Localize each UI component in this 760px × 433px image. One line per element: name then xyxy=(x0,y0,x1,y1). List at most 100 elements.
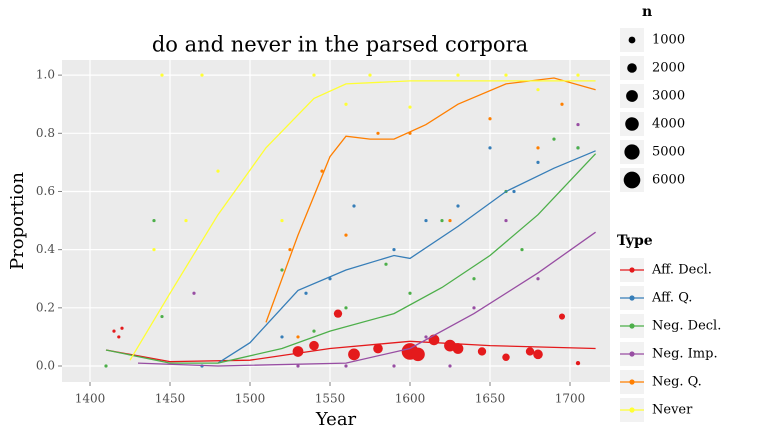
x-tick-label: 1400 xyxy=(75,392,106,406)
point xyxy=(552,137,556,141)
size-legend-label: 5000 xyxy=(652,145,685,160)
x-tick-label: 1700 xyxy=(555,392,586,406)
point xyxy=(368,73,372,77)
point xyxy=(200,73,204,77)
point xyxy=(456,204,460,208)
point xyxy=(456,73,460,77)
point xyxy=(152,248,156,252)
point xyxy=(373,343,383,354)
point xyxy=(152,218,156,223)
point xyxy=(104,364,108,368)
size-legend-title: n xyxy=(642,4,652,20)
point xyxy=(309,340,319,351)
x-axis-label: Year xyxy=(315,409,357,430)
point xyxy=(477,347,487,356)
point xyxy=(112,329,116,333)
point xyxy=(512,189,516,194)
y-tick-label: 0.6 xyxy=(36,184,55,198)
trend-line xyxy=(265,77,596,323)
point xyxy=(344,364,348,368)
panel xyxy=(62,60,610,382)
point xyxy=(576,73,580,77)
point xyxy=(536,277,540,281)
point xyxy=(333,309,343,318)
point xyxy=(448,218,452,223)
point xyxy=(344,102,348,106)
point xyxy=(312,73,316,77)
legend-dot xyxy=(629,379,635,385)
legend-dot xyxy=(629,323,635,329)
point xyxy=(160,314,164,319)
point xyxy=(288,248,292,252)
point xyxy=(280,218,284,223)
point xyxy=(184,218,188,223)
point xyxy=(384,262,388,266)
point xyxy=(344,233,348,237)
y-tick-label: 0.4 xyxy=(36,242,55,256)
point xyxy=(452,343,464,354)
size-legend-dot xyxy=(624,144,640,160)
point xyxy=(525,347,535,356)
legend-label: Aff. Decl. xyxy=(651,263,712,278)
size-legend-label: 2000 xyxy=(652,61,685,76)
point xyxy=(352,204,356,208)
chart-title: do and never in the parsed corpora xyxy=(152,33,528,57)
trend-line xyxy=(217,150,596,364)
point xyxy=(536,146,540,150)
trend-line xyxy=(105,340,596,363)
point xyxy=(448,364,452,368)
legend-label: Neg. Imp. xyxy=(652,347,718,362)
size-legend-dot xyxy=(627,63,637,73)
point xyxy=(520,248,524,252)
point xyxy=(504,73,508,77)
point xyxy=(576,122,580,127)
size-legend-label: 4000 xyxy=(652,117,685,132)
y-tick-label: 0.8 xyxy=(36,126,55,140)
legend-title: Type xyxy=(617,233,653,249)
size-legend-dot xyxy=(625,117,639,131)
point xyxy=(502,353,510,362)
point xyxy=(296,335,300,339)
x-tick-label: 1450 xyxy=(155,392,186,406)
y-tick-label: 0.0 xyxy=(36,359,55,373)
point xyxy=(408,291,412,295)
trend-line xyxy=(137,231,596,367)
point xyxy=(440,218,444,223)
trend-line xyxy=(129,80,596,361)
point xyxy=(411,347,425,362)
point xyxy=(488,146,492,150)
legend-label: Neg. Q. xyxy=(652,375,702,390)
point xyxy=(292,346,304,357)
point xyxy=(392,248,396,252)
point xyxy=(472,277,476,281)
point xyxy=(536,88,540,92)
legend-label: Neg. Decl. xyxy=(652,319,721,334)
point xyxy=(504,218,508,223)
point xyxy=(120,326,124,330)
x-tick-label: 1500 xyxy=(235,392,266,406)
x-tick-label: 1600 xyxy=(395,392,426,406)
point xyxy=(192,291,196,295)
grid xyxy=(62,60,610,382)
point xyxy=(280,335,284,339)
point xyxy=(560,102,564,106)
point xyxy=(296,364,300,368)
point xyxy=(576,146,580,150)
point xyxy=(344,306,348,310)
point xyxy=(320,169,324,173)
point xyxy=(117,335,121,339)
point xyxy=(424,218,428,223)
size-legend-dot xyxy=(626,90,638,102)
size-legend-label: 1000 xyxy=(652,33,685,48)
legend-label: Never xyxy=(652,403,693,418)
legend-dot xyxy=(629,407,635,413)
point xyxy=(348,348,360,361)
legend-dot xyxy=(629,295,635,301)
point xyxy=(558,313,566,320)
point xyxy=(376,131,380,135)
trend-line xyxy=(105,153,597,364)
y-axis-label: Proportion xyxy=(7,172,28,270)
size-legend-dot xyxy=(623,171,641,189)
legend-label: Aff. Q. xyxy=(651,291,692,306)
